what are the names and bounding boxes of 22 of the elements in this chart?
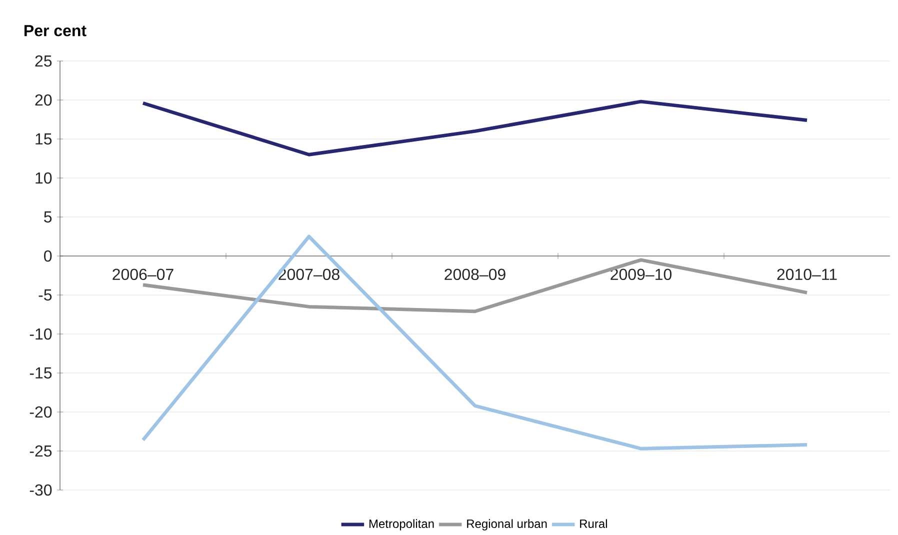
x-tick-label: 2008–09	[444, 268, 506, 280]
y-tick-label: -15	[30, 367, 52, 378]
legend-label: Rural	[580, 519, 607, 528]
y-tick-label: -10	[30, 328, 52, 340]
y-tick-label: 10	[36, 172, 52, 184]
x-tick-label: 2006–07	[112, 268, 174, 280]
y-tick-label: -20	[30, 406, 52, 418]
y-tick-label: 5	[44, 211, 52, 222]
legend-label: Metropolitan	[369, 519, 434, 530]
y-tick-label: -25	[30, 445, 52, 457]
legend-label: Regional urban	[467, 519, 547, 530]
y-tick-label: -30	[30, 484, 52, 496]
y-tick-label: -5	[38, 289, 52, 300]
y-tick-label: 20	[35, 94, 52, 106]
x-tick-label: 2010–11	[777, 268, 837, 280]
y-tick-label: 15	[36, 133, 52, 144]
line-series	[141, 100, 809, 156]
x-tick-label: 2007–08	[278, 268, 340, 280]
x-tick-label: 2009–10	[610, 268, 672, 280]
y-axis-title: Per cent	[24, 25, 86, 36]
y-tick-label: 25	[35, 55, 52, 67]
y-tick-label: 0	[44, 250, 52, 262]
